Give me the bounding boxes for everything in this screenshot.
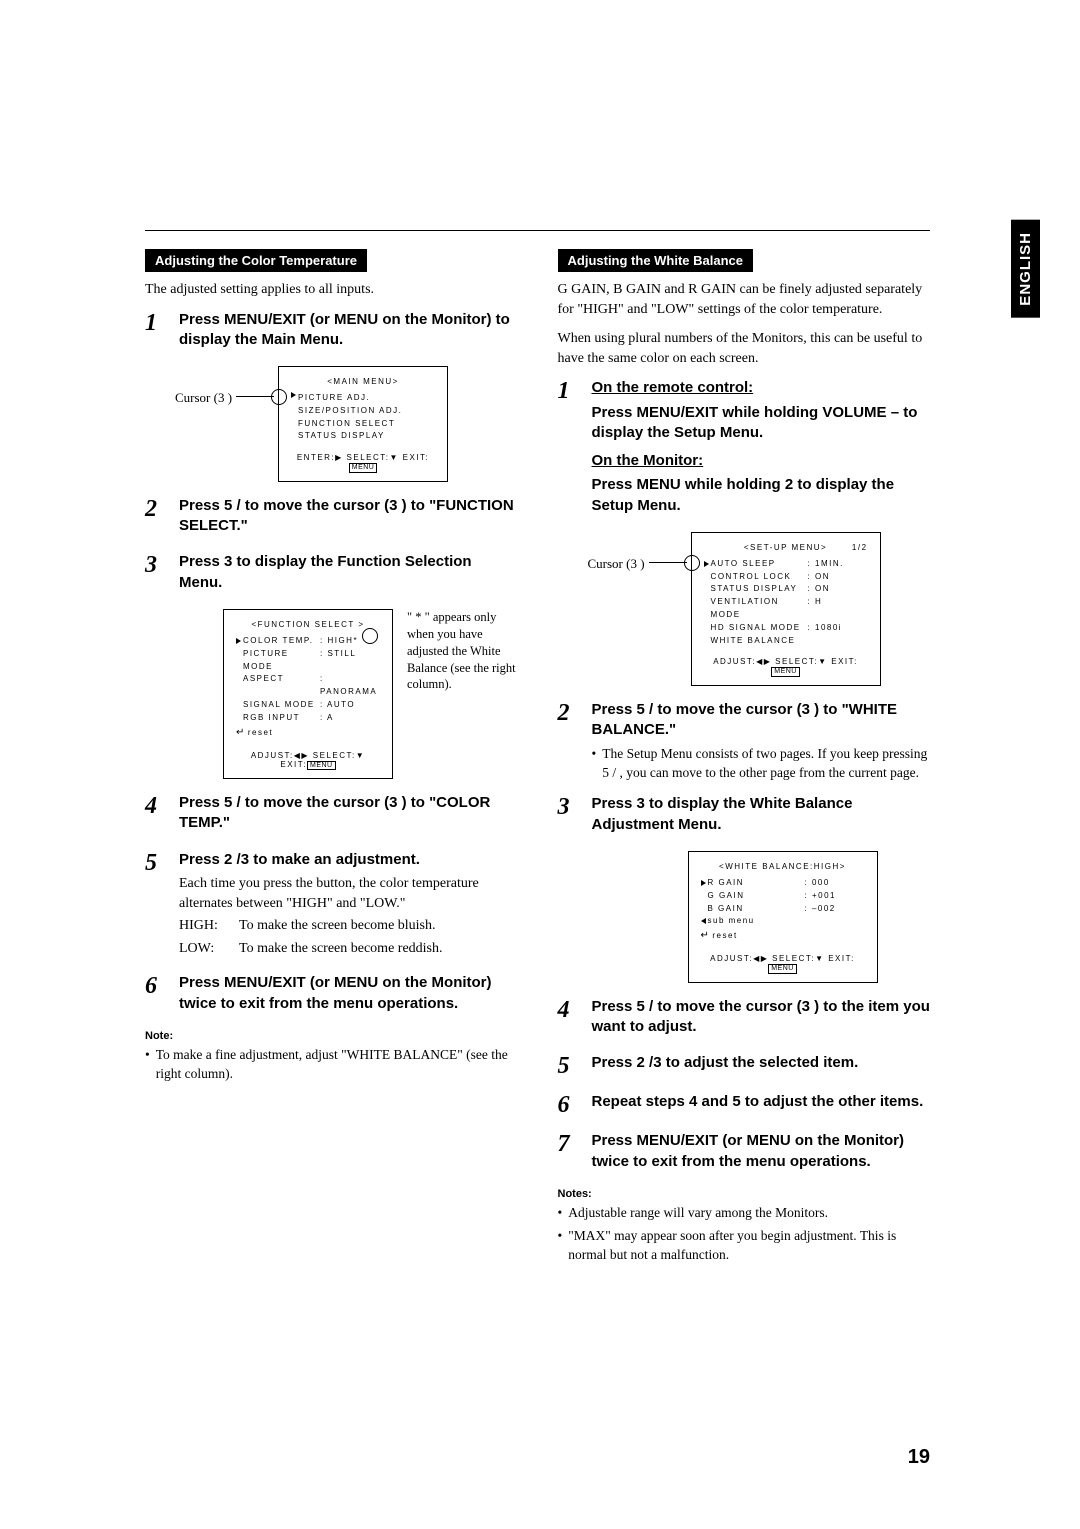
menu-footer: ADJUST:◀▶ SELECT:▼ EXIT: [710, 954, 855, 963]
menu-footer: ADJUST:◀▶ SELECT:▼ EXIT: [713, 657, 858, 666]
annotation-text: " * " appears only when you have adjuste… [399, 609, 518, 693]
step-sub: Each time you press the button, the colo… [179, 874, 518, 913]
intro-text: G GAIN, B GAIN and R GAIN can be finely … [558, 280, 931, 319]
step-title: On the Monitor: [592, 451, 931, 471]
cursor-label: Cursor (3 ) [175, 366, 232, 406]
step-number: 2 [558, 700, 580, 782]
menu-value: : 000 [805, 877, 865, 890]
step-title: Press 5 / to move the cursor (3 ) to the… [592, 997, 931, 1038]
step-number: 4 [558, 997, 580, 1042]
step-number: 2 [145, 496, 167, 541]
intro-text: The adjusted setting applies to all inpu… [145, 280, 518, 300]
left-column: Adjusting the Color Temperature The adju… [145, 249, 518, 1264]
spec-label: LOW: [179, 939, 239, 959]
menu-value: : PANORAMA [320, 673, 380, 699]
step-title: Press 3 to display the White Balance Adj… [592, 794, 931, 835]
menu-item: HD SIGNAL MODE [704, 622, 808, 635]
white-balance-menu-diagram: <WHITE BALANCE:HIGH> R GAIN : 000 G GAIN:… [688, 851, 931, 983]
step-number: 5 [145, 850, 167, 962]
menu-value: : ON [808, 571, 868, 584]
step-number: 3 [558, 794, 580, 839]
note-text: Adjustable range will vary among the Mon… [568, 1204, 828, 1223]
step-number: 1 [145, 310, 167, 355]
menu-footer: ENTER:▶ SELECT:▼ EXIT: [297, 453, 429, 462]
menu-item: PICTURE ADJ. [298, 392, 370, 405]
step-number: 1 [558, 378, 580, 520]
spec-value: To make the screen become reddish. [239, 939, 443, 959]
cursor-label: Cursor (3 ) [588, 532, 645, 572]
menu-item: STATUS DISPLAY [704, 583, 808, 596]
menu-item: reset [712, 931, 737, 940]
step-title: Press 3 to display the Function Selectio… [179, 552, 518, 593]
menu-item: R GAIN [708, 878, 745, 887]
language-tab: ENGLISH [1011, 220, 1040, 318]
intro-text: When using plural numbers of the Monitor… [558, 329, 931, 368]
menu-item: WHITE BALANCE [704, 635, 868, 648]
step-title: Press 2 /3 to make an adjustment. [179, 850, 518, 870]
menu-value: : 1080i [808, 622, 868, 635]
menu-value: : AUTO [320, 699, 380, 712]
menu-item: SIZE/POSITION ADJ. [298, 405, 402, 418]
step-title: Press MENU/EXIT (or MENU on the Monitor)… [592, 1131, 931, 1172]
menu-item: ASPECT [236, 673, 320, 699]
menu-item: CONTROL LOCK [704, 571, 808, 584]
step-title: Press 5 / to move the cursor (3 ) to "CO… [179, 793, 518, 834]
step-number: 3 [145, 552, 167, 597]
note-text: To make a fine adjustment, adjust "WHITE… [156, 1046, 518, 1084]
menu-title: <WHITE BALANCE:HIGH> [701, 862, 865, 871]
menu-item: G GAIN [701, 890, 805, 903]
horizontal-rule [145, 230, 930, 231]
menu-title: <MAIN MENU> [291, 377, 435, 386]
menu-item: RGB INPUT [236, 712, 320, 725]
setup-menu-diagram: Cursor (3 ) 1/2 <SET-UP MENU> AUTO SLEEP… [588, 532, 931, 686]
step-title: Press 5 / to move the cursor (3 ) to "FU… [179, 496, 518, 537]
menu-value: : A [320, 712, 380, 725]
notes-heading: Notes: [558, 1188, 931, 1200]
step-title: Repeat steps 4 and 5 to adjust the other… [592, 1092, 931, 1112]
menu-value: : –002 [805, 903, 865, 916]
step-title: Press 2 /3 to adjust the selected item. [592, 1053, 931, 1073]
bullet-text: The Setup Menu consists of two pages. If… [602, 745, 930, 783]
step-number: 6 [558, 1092, 580, 1119]
step-title: On the remote control: [592, 378, 931, 398]
step-text: Press MENU while holding 2 to display th… [592, 475, 931, 516]
menu-value: : +001 [805, 890, 865, 903]
right-column: Adjusting the White Balance G GAIN, B GA… [558, 249, 931, 1264]
note-heading: Note: [145, 1030, 518, 1042]
menu-item: COLOR TEMP. [243, 636, 313, 645]
menu-value: : STILL [320, 648, 380, 674]
menu-title: <FUNCTION SELECT > [236, 620, 380, 629]
step-title: Press MENU/EXIT (or MENU on the Monitor)… [179, 310, 518, 351]
note-text: "MAX" may appear soon after you begin ad… [568, 1227, 930, 1265]
function-select-diagram: <FUNCTION SELECT > COLOR TEMP.: HIGH* PI… [223, 609, 518, 779]
step-text: Press MENU/EXIT while holding VOLUME – t… [592, 403, 931, 444]
menu-item: FUNCTION SELECT [298, 418, 395, 431]
menu-value: : ON [808, 583, 868, 596]
menu-title: <SET-UP MENU> [704, 543, 868, 552]
menu-item: AUTO SLEEP [711, 559, 776, 568]
section-header-white-balance: Adjusting the White Balance [558, 249, 754, 272]
page-number: 19 [908, 1446, 930, 1469]
step-number: 6 [145, 973, 167, 1018]
menu-item: sub menu [708, 916, 755, 925]
main-menu-diagram: Cursor (3 ) <MAIN MENU> PICTURE ADJ. SIZ… [175, 366, 518, 482]
step-number: 5 [558, 1053, 580, 1080]
spec-label: HIGH: [179, 916, 239, 936]
step-number: 7 [558, 1131, 580, 1176]
menu-item: SIGNAL MODE [236, 699, 320, 712]
menu-value: : 1MIN. [808, 558, 868, 571]
menu-item: PICTURE MODE [236, 648, 320, 674]
menu-item: VENTILATION MODE [704, 596, 808, 622]
menu-item: reset [248, 728, 273, 737]
spec-value: To make the screen become bluish. [239, 916, 436, 936]
section-header-color-temp: Adjusting the Color Temperature [145, 249, 367, 272]
menu-item: B GAIN [701, 903, 805, 916]
step-title: Press 5 / to move the cursor (3 ) to "WH… [592, 700, 931, 741]
step-number: 4 [145, 793, 167, 838]
menu-page: 1/2 [852, 543, 868, 552]
menu-item: STATUS DISPLAY [298, 430, 385, 443]
step-title: Press MENU/EXIT (or MENU on the Monitor)… [179, 973, 518, 1014]
menu-value: : H [808, 596, 868, 622]
